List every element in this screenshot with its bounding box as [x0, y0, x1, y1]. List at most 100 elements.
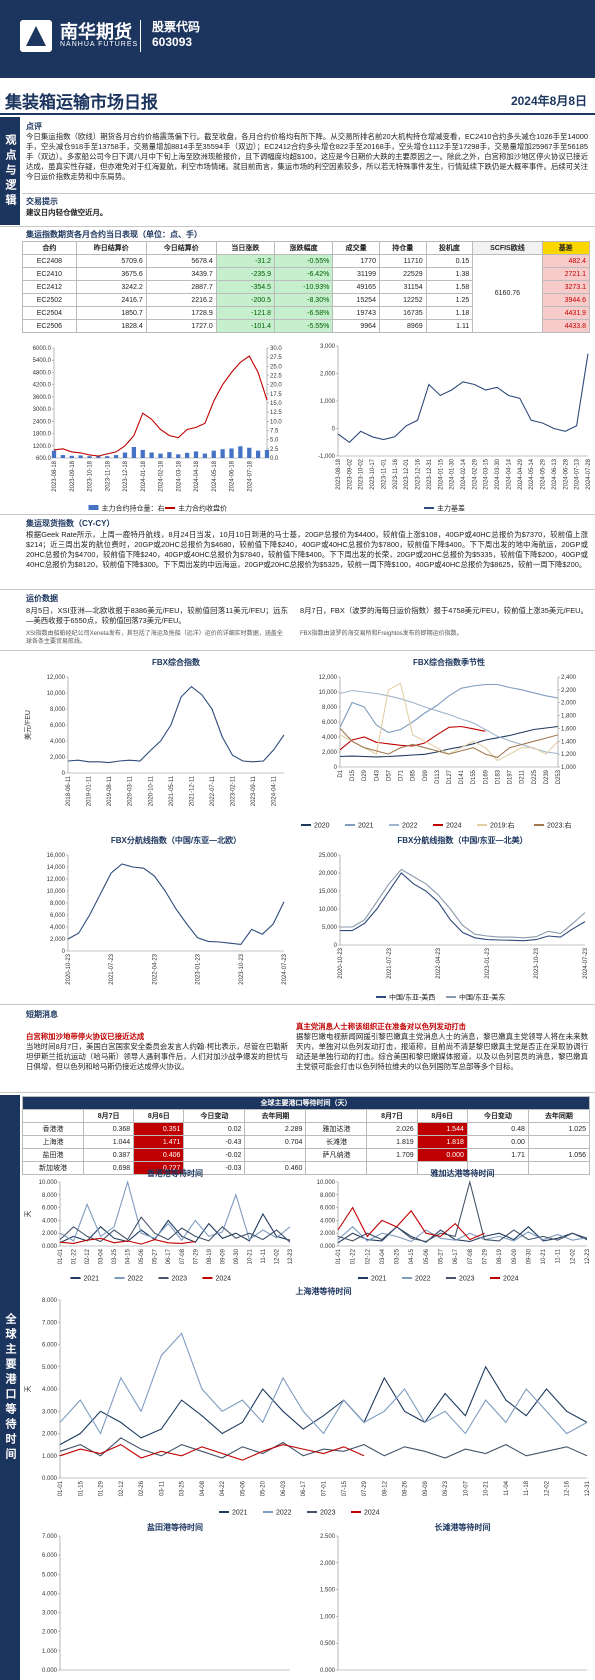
x-tick-label: 2020-10-23 — [338, 947, 344, 978]
column-header: 8月7日 — [83, 1109, 135, 1123]
x-tick-label: D253 — [556, 769, 562, 784]
x-tick-label: 02-12 — [85, 1248, 91, 1264]
rule — [0, 650, 595, 651]
freight-note: FBX指数由波罗的海交易所和Freightos发布的即期运价指数。 — [300, 631, 463, 637]
x-tick-label: 2022-04-23 — [436, 947, 442, 978]
chart: 600.0 1200.0 1800.0 2400.0 3000.0 3600.0 4200.… — [33, 346, 283, 513]
x-tick-label: 06-17 — [453, 1248, 459, 1264]
chart: FBX分航线指数（中国/东亚—北美） 0 5,000 10,000 15,000 20,0… — [319, 835, 589, 1002]
table-cell: 1828.4 — [75, 319, 147, 333]
table-cell: 31199 — [332, 267, 380, 281]
column-header: 8月6日 — [133, 1109, 185, 1123]
header: 南华期货 NANHUA FUTURES 股票代码 603093 — [0, 0, 595, 78]
x-tick-label: 2023-09-02 — [347, 458, 353, 489]
series-line — [337, 1226, 588, 1244]
x-tick-label: 01-22 — [351, 1248, 357, 1264]
x-tick-label: D85 — [411, 769, 417, 781]
x-tick-label: D57 — [386, 769, 392, 781]
series-line — [337, 1179, 588, 1243]
bar — [78, 455, 83, 458]
x-tick-label: D99 — [423, 769, 429, 781]
table-cell: 1.044 — [83, 1135, 135, 1149]
y-tick-label: 10.000 — [317, 1180, 336, 1186]
x-tick-label: 2024-07-28 — [586, 458, 592, 489]
legend-label: 主力合约持仓量：右 — [102, 504, 165, 513]
y-tick-label: 0.500 — [320, 1641, 336, 1647]
y-tick-label: 8.000 — [42, 1193, 58, 1199]
table-cell: 2887.7 — [145, 280, 217, 294]
y-tick-label: 8,000 — [50, 707, 66, 713]
y-tick-label: 6.000 — [320, 1206, 336, 1212]
table-cell — [416, 1161, 468, 1175]
table-cell: 8969 — [378, 319, 427, 333]
legend-label: 2023 — [459, 1276, 475, 1283]
rule — [0, 589, 595, 590]
x-tick-label: 05-06 — [240, 1480, 246, 1496]
y2-tick-label: 2.5 — [270, 447, 279, 453]
x-tick-label: 2020-10-23 — [66, 953, 72, 984]
column-header: 今日结算价 — [145, 241, 217, 255]
table-cell: -5.55% — [274, 319, 334, 333]
series-line — [59, 1179, 291, 1242]
x-tick-label: D29 — [362, 769, 368, 781]
chart: 雅加达港等待时间 0.000 2.000 4.000 6.000 8.000 10.000 0… — [317, 1168, 591, 1283]
table-cell: -0.02 — [183, 1148, 246, 1162]
x-tick-label: 03-11 — [159, 1480, 165, 1496]
x-tick-label: 04-15 — [409, 1248, 415, 1264]
chart: 长滩港等待时间 0.000 0.500 1.000 1.500 2.000 2.500 — [320, 1522, 587, 1674]
rule — [0, 226, 595, 227]
bar — [211, 450, 216, 458]
bar — [51, 450, 57, 458]
bar — [149, 452, 154, 458]
x-tick-label: 11-04 — [504, 1480, 510, 1496]
chart-title: 盐田港等待时间 — [147, 1522, 203, 1532]
chart-title: 上海港等待时间 — [296, 1286, 352, 1296]
table-cell: 1.71 — [466, 1148, 529, 1162]
x-tick-label: 2024-07-23 — [583, 947, 589, 978]
y-axis-label: 天 — [24, 1386, 32, 1393]
y-tick-label: 7.000 — [42, 1534, 58, 1540]
report-date: 2024年8月8日 — [510, 94, 587, 108]
legend-label: 中国/东亚-美西 — [389, 993, 435, 1002]
x-tick-label: 01-01 — [336, 1248, 342, 1264]
y-tick-label: 6,000 — [50, 913, 66, 919]
x-tick-label: 2023-10-23 — [239, 953, 245, 984]
table-cell: 香港港 — [21, 1122, 85, 1136]
table-cell: 4431.9 — [541, 306, 591, 320]
legend-label: 2021 — [84, 1276, 100, 1283]
y-tick-label: 6,000 — [50, 723, 66, 729]
x-tick-label: D1 — [338, 769, 344, 777]
series-line — [337, 353, 589, 444]
x-tick-label: D239 — [544, 769, 550, 784]
x-tick-label: 2023-01-23 — [485, 947, 491, 978]
x-tick-label: 2024-01-18 — [141, 460, 147, 491]
series-line — [53, 355, 268, 457]
series-line — [67, 863, 285, 945]
x-tick-label: 04-08 — [200, 1480, 206, 1496]
x-tick-label: 01-29 — [99, 1480, 105, 1496]
series-line — [59, 1365, 588, 1446]
rule — [22, 193, 595, 194]
y-tick-label: 6.000 — [42, 1206, 58, 1212]
table-row: EC2410 3675.6 3439.7 -235.9 -6.42% 31199 22529… — [22, 267, 591, 281]
y-tick-label: 4,000 — [50, 925, 66, 931]
y-tick-label: 3.000 — [42, 1611, 58, 1617]
x-tick-label: 10-21 — [247, 1248, 253, 1264]
x-tick-label: 2023-12-16 — [416, 458, 422, 489]
y-tick-label: 3000.0 — [33, 407, 52, 413]
section-heading: 集运现货指数（CY-CY） — [26, 519, 115, 528]
bar — [176, 454, 181, 458]
x-tick-label: 2024-02-18 — [159, 460, 165, 491]
series-line — [339, 728, 559, 759]
x-tick-label: 05-06 — [424, 1248, 430, 1264]
x-tick-label: 03-04 — [99, 1248, 105, 1264]
y-tick-label: 12,000 — [47, 675, 66, 681]
x-tick-label: D225 — [532, 769, 538, 784]
y-tick-label: 0 — [62, 949, 66, 955]
x-tick-label: 2023-08-18 — [336, 458, 342, 489]
y-tick-label: 10.000 — [39, 1180, 58, 1186]
table-cell: 1728.9 — [145, 306, 217, 320]
x-tick-label: 04-22 — [220, 1480, 226, 1496]
y-tick-label: 2.000 — [320, 1231, 336, 1237]
x-tick-label: 2024-03-18 — [176, 460, 182, 491]
